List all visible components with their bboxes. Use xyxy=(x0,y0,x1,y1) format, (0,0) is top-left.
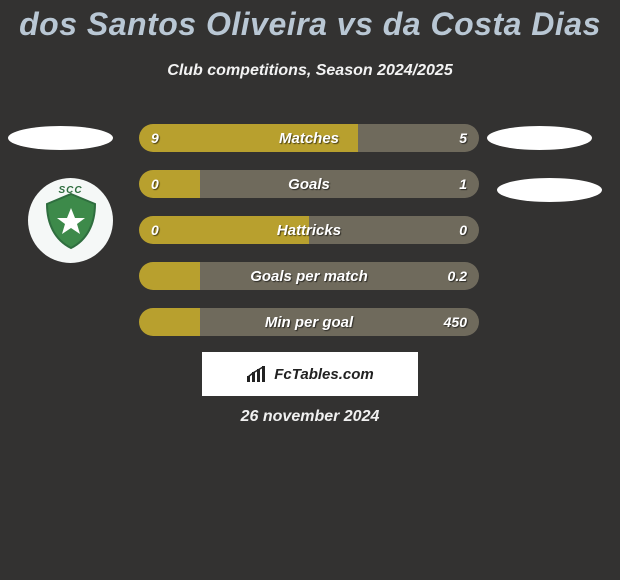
stat-bar-right xyxy=(200,308,479,336)
club-left-initials: SCC xyxy=(58,185,82,196)
bar-chart-icon xyxy=(246,365,268,383)
stat-row: Min per goal450 xyxy=(139,308,479,336)
stat-bar-right xyxy=(200,262,479,290)
player-right-placeholder xyxy=(487,126,592,150)
stat-row: Goals01 xyxy=(139,170,479,198)
attribution-label: FcTables.com xyxy=(274,366,373,383)
attribution-box: FcTables.com xyxy=(202,352,418,396)
stat-bar-right xyxy=(200,170,479,198)
stat-value-right: 5 xyxy=(459,124,467,152)
shield-icon xyxy=(40,190,102,252)
club-left-crest: SCC xyxy=(28,178,113,263)
stat-value-left: 9 xyxy=(151,124,159,152)
stat-row: Hattricks00 xyxy=(139,216,479,244)
subtitle: Club competitions, Season 2024/2025 xyxy=(0,62,620,80)
stat-bar-right xyxy=(309,216,479,244)
stat-bar-left xyxy=(139,262,200,290)
stat-value-right: 1 xyxy=(459,170,467,198)
stat-value-left: 0 xyxy=(151,170,159,198)
stat-bar-left xyxy=(139,308,200,336)
stat-value-left: 0 xyxy=(151,216,159,244)
stat-bar-left xyxy=(139,216,309,244)
player-left-placeholder xyxy=(8,126,113,150)
stat-value-right: 450 xyxy=(444,308,467,336)
stat-row: Matches95 xyxy=(139,124,479,152)
comparison-card: dos Santos Oliveira vs da Costa Dias Clu… xyxy=(0,0,620,580)
stat-value-right: 0.2 xyxy=(448,262,467,290)
stat-value-right: 0 xyxy=(459,216,467,244)
stat-bar-left xyxy=(139,124,358,152)
stat-bar-left xyxy=(139,170,200,198)
stat-row: Goals per match0.2 xyxy=(139,262,479,290)
date-line: 26 november 2024 xyxy=(0,408,620,426)
club-right-placeholder xyxy=(497,178,602,202)
page-title: dos Santos Oliveira vs da Costa Dias xyxy=(0,6,620,43)
